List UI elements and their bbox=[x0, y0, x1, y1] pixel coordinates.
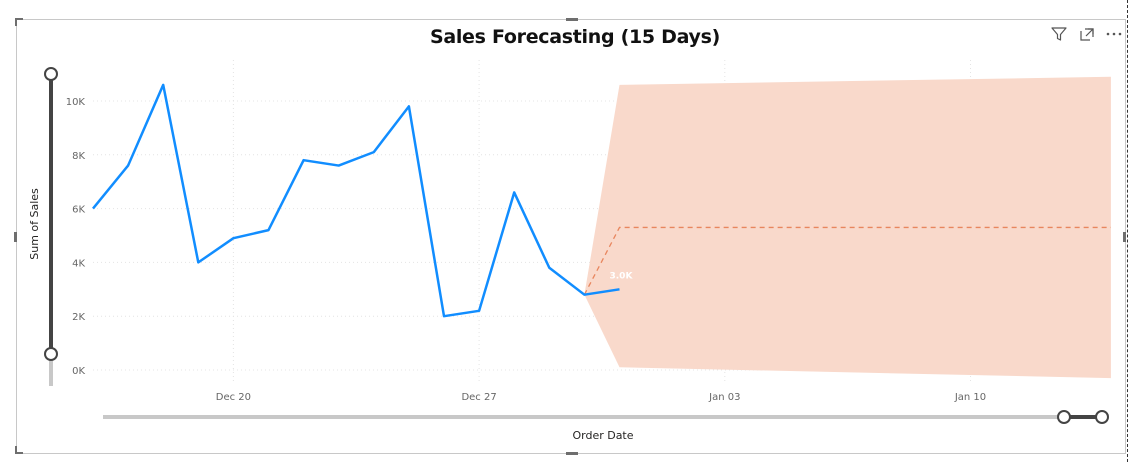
x-zoom-slider-track[interactable] bbox=[103, 415, 1103, 419]
data-labels: 3.0K bbox=[610, 271, 634, 281]
data-label: 3.0K bbox=[610, 271, 634, 281]
resize-handle-bottom-left-v[interactable] bbox=[15, 446, 17, 454]
forecast-line bbox=[583, 226, 1111, 295]
x-axis-tick-labels: Dec 20 Dec 27 Jan 03 Jan 10 bbox=[216, 392, 986, 403]
chart-title: Sales Forecasting (15 Days) bbox=[429, 26, 721, 48]
y-tick-label: 0K bbox=[72, 366, 85, 377]
resize-handle-top[interactable] bbox=[566, 18, 578, 21]
resize-handle-bottom-left[interactable] bbox=[15, 452, 23, 454]
x-zoom-slider-left-handle[interactable] bbox=[1057, 410, 1071, 424]
x-zoom-slider-right-handle[interactable] bbox=[1095, 410, 1109, 424]
x-tick-label: Jan 10 bbox=[954, 392, 986, 403]
x-zoom-slider-range[interactable] bbox=[1064, 415, 1103, 419]
y-tick-label: 8K bbox=[72, 151, 85, 162]
forecast-confidence-band bbox=[584, 76, 1111, 379]
resize-handle-top-left-v[interactable] bbox=[15, 18, 17, 26]
resize-handle-left[interactable] bbox=[14, 232, 17, 242]
x-tick-label: Dec 27 bbox=[461, 392, 496, 403]
x-tick-label: Dec 20 bbox=[216, 392, 251, 403]
focus-mode-icon[interactable] bbox=[1078, 25, 1096, 43]
y-zoom-slider-range[interactable] bbox=[49, 74, 53, 355]
y-axis-title: Sum of Sales bbox=[28, 188, 41, 260]
x-axis-title: Order Date bbox=[572, 429, 633, 442]
y-tick-label: 4K bbox=[72, 258, 85, 269]
resize-handle-top-left[interactable] bbox=[15, 18, 23, 20]
filter-icon[interactable] bbox=[1050, 25, 1068, 43]
canvas-edge-guide bbox=[1127, 0, 1128, 462]
y-tick-label: 2K bbox=[72, 312, 85, 323]
x-tick-label: Jan 03 bbox=[708, 392, 740, 403]
y-axis-tick-labels: 0K 2K 4K 6K 8K 10K bbox=[66, 97, 86, 377]
y-zoom-slider-bottom-handle[interactable] bbox=[44, 347, 58, 361]
sales-line bbox=[92, 83, 620, 318]
more-options-icon[interactable] bbox=[1105, 25, 1123, 43]
y-zoom-slider-top-handle[interactable] bbox=[44, 67, 58, 81]
y-tick-label: 10K bbox=[66, 97, 86, 108]
y-tick-label: 6K bbox=[72, 205, 85, 216]
resize-handle-right[interactable] bbox=[1123, 232, 1126, 242]
resize-handle-bottom[interactable] bbox=[566, 452, 578, 455]
